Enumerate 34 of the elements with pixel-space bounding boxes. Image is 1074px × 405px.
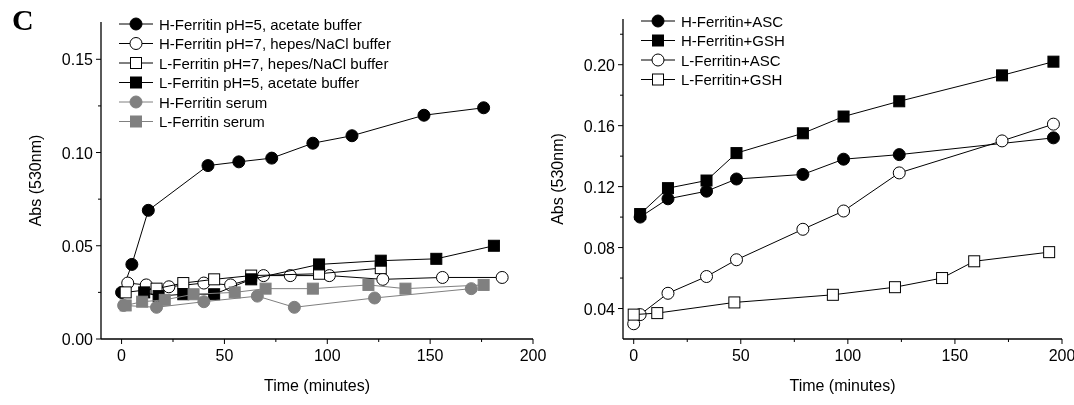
x-tick-label: 0 <box>117 347 127 364</box>
y-tick-label: 0.16 <box>583 117 616 135</box>
y-tick-label: 0.15 <box>61 51 94 69</box>
legend-label: H-Ferritin serum <box>159 93 268 111</box>
x-tick-label: 150 <box>416 347 444 364</box>
y-axis-title: Abs (530nm) <box>549 133 566 225</box>
x-axis-title: Time (minutes) <box>263 377 371 394</box>
text: C <box>12 3 34 36</box>
x-axis-title: Time (minutes) <box>789 377 896 394</box>
x-tick-label: 200 <box>1048 347 1074 364</box>
y-tick-label: 0.20 <box>583 56 616 74</box>
y-tick-label: 0.04 <box>583 300 616 318</box>
legend-label: H-Ferritin pH=5, acetate buffer <box>159 15 362 33</box>
x-tick-label: 50 <box>731 347 750 364</box>
legend-label: L-Ferritin+GSH <box>681 71 783 88</box>
legend-label: L-Ferritin pH=7, hepes/NaCl buffer <box>159 54 389 72</box>
y-tick-label: 0.10 <box>61 144 94 162</box>
x-tick-label: 100 <box>834 347 862 364</box>
legend-label: H-Ferritin+ASC <box>681 12 784 30</box>
legend-label: L-Ferritin serum <box>159 113 265 130</box>
x-tick-label: 200 <box>519 347 547 364</box>
legend-label: L-Ferritin+ASC <box>681 51 781 69</box>
x-tick-label: 50 <box>215 347 234 364</box>
y-tick-label: 0.08 <box>583 239 616 257</box>
legend-label: L-Ferritin pH=5, acetate buffer <box>159 74 360 91</box>
x-tick-label: 150 <box>941 347 969 364</box>
x-tick-label: 100 <box>313 347 341 364</box>
legend-label: H-Ferritin+GSH <box>681 32 785 49</box>
x-tick-label: 0 <box>629 347 639 364</box>
y-tick-label: 0.05 <box>61 237 94 255</box>
legend-label: H-Ferritin pH=7, hepes/NaCl buffer <box>159 35 391 52</box>
y-tick-label: 0.12 <box>583 178 616 196</box>
y-tick-label: 0.00 <box>61 331 94 348</box>
y-axis-title: Abs (530nm) <box>27 134 44 227</box>
